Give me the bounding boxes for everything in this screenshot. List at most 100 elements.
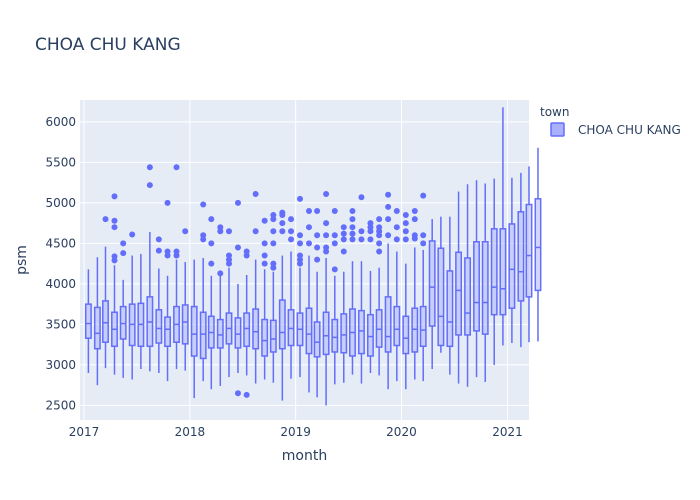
- outlier-point: [155, 247, 162, 254]
- box-2017-11[interactable]: [173, 164, 180, 369]
- box-body: [508, 223, 516, 309]
- box-2018-12[interactable]: [287, 216, 295, 379]
- legend[interactable]: town CHOA CHU KANG: [540, 105, 681, 137]
- box-2021-02[interactable]: [517, 172, 525, 348]
- box-2021-01[interactable]: [508, 177, 516, 344]
- outlier-point: [217, 224, 224, 231]
- box-2018-11[interactable]: [278, 209, 286, 401]
- box-body: [199, 311, 207, 360]
- box-body: [313, 321, 321, 358]
- box-2018-09[interactable]: [261, 217, 269, 380]
- box-2019-04[interactable]: [322, 190, 330, 406]
- box-2017-03[interactable]: [102, 216, 109, 369]
- box-2018-08[interactable]: [252, 190, 260, 384]
- outlier-point: [270, 212, 277, 219]
- box-2020-09[interactable]: [473, 180, 480, 378]
- box-2018-01[interactable]: [190, 259, 198, 399]
- box-2021-04[interactable]: [534, 147, 542, 342]
- y-tick-label: 2500: [45, 398, 76, 412]
- outlier-point: [358, 228, 365, 235]
- box-2017-01[interactable]: [84, 269, 92, 374]
- outlier-point: [261, 260, 268, 267]
- box-2020-07[interactable]: [455, 191, 463, 384]
- outlier-point: [279, 220, 286, 227]
- box-2017-04[interactable]: [111, 193, 118, 375]
- box-2019-03[interactable]: [313, 207, 321, 398]
- box-2018-07[interactable]: [243, 248, 251, 398]
- box-body: [517, 211, 525, 302]
- outlier-point: [376, 240, 383, 247]
- outlier-point: [349, 224, 356, 231]
- box-2019-06[interactable]: [340, 224, 348, 383]
- outlier-point: [279, 228, 286, 235]
- legend-entry-label[interactable]: CHOA CHU KANG: [578, 123, 681, 137]
- box-body: [402, 315, 410, 355]
- box-2018-04[interactable]: [216, 224, 224, 386]
- box-2018-03[interactable]: [207, 216, 215, 390]
- outlier-point: [358, 194, 365, 201]
- box-2019-05[interactable]: [331, 207, 339, 385]
- box-2019-02[interactable]: [305, 207, 313, 393]
- outlier-point: [208, 216, 215, 223]
- box-2017-06[interactable]: [128, 231, 136, 380]
- outlier-point: [288, 228, 295, 235]
- box-2020-11[interactable]: [490, 178, 498, 365]
- box-2020-01[interactable]: [402, 212, 410, 390]
- outlier-point: [279, 209, 286, 216]
- box-2019-08[interactable]: [358, 194, 365, 384]
- outlier-point: [411, 207, 418, 214]
- box-2017-07[interactable]: [137, 253, 145, 369]
- outlier-point: [376, 224, 383, 231]
- outlier-point: [305, 224, 312, 231]
- outlier-point: [208, 260, 215, 267]
- box-2018-10[interactable]: [269, 212, 277, 383]
- box-2017-10[interactable]: [164, 199, 171, 382]
- outlier-point: [393, 236, 400, 243]
- y-tick-label: 5500: [45, 155, 76, 169]
- y-tick-label: 3000: [45, 358, 76, 372]
- box-body: [534, 198, 542, 292]
- box-body: [366, 313, 374, 357]
- box-2019-01[interactable]: [296, 195, 304, 378]
- box-2020-08[interactable]: [464, 184, 471, 387]
- box-2020-06[interactable]: [446, 216, 454, 375]
- box-2020-03[interactable]: [419, 192, 427, 382]
- box-2017-09[interactable]: [155, 236, 163, 374]
- box-body: [164, 316, 171, 348]
- outlier-point: [367, 236, 374, 243]
- box-2020-10[interactable]: [481, 183, 489, 382]
- outlier-point: [323, 244, 330, 251]
- box-body: [102, 300, 109, 343]
- box-body: [331, 318, 339, 353]
- box-body: [155, 309, 163, 344]
- box-2019-11[interactable]: [384, 191, 392, 390]
- box-body: [473, 241, 480, 332]
- box-2019-12[interactable]: [393, 207, 401, 382]
- box-body: [93, 306, 101, 350]
- box-2019-09[interactable]: [366, 220, 374, 374]
- box-2021-03[interactable]: [525, 166, 533, 343]
- box-2017-05[interactable]: [119, 240, 127, 378]
- box-2017-12[interactable]: [181, 228, 189, 371]
- plot-area: [80, 100, 529, 420]
- x-axis-ticks: 2017 2018 2019 2020 2021: [69, 425, 523, 439]
- legend-swatch[interactable]: [550, 122, 565, 137]
- box-2017-02[interactable]: [93, 257, 101, 386]
- box-2019-10[interactable]: [375, 216, 383, 376]
- box-2018-05[interactable]: [225, 228, 233, 378]
- box-series[interactable]: [84, 107, 542, 406]
- box-2020-12[interactable]: [499, 107, 507, 346]
- box-2017-08[interactable]: [146, 164, 154, 372]
- box-2020-05[interactable]: [437, 216, 445, 353]
- outlier-point: [393, 207, 400, 214]
- box-2020-04[interactable]: [428, 219, 436, 369]
- box-2019-07[interactable]: [349, 207, 356, 375]
- box-body: [243, 312, 251, 348]
- box-2018-02[interactable]: [199, 201, 207, 382]
- box-2020-02[interactable]: [411, 207, 419, 380]
- outlier-point: [225, 252, 232, 259]
- box-body: [384, 296, 392, 353]
- outlier-point: [376, 216, 383, 223]
- box-2018-06[interactable]: [234, 199, 242, 397]
